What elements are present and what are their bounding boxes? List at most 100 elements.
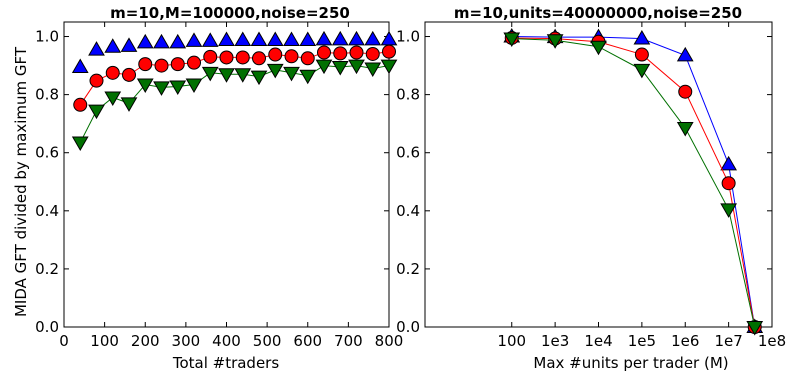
left-x-tick-label: 0 <box>59 332 69 350</box>
right-series-2-marker <box>746 321 764 336</box>
left-series-0-marker <box>266 31 284 47</box>
right-series-2-marker <box>503 32 521 48</box>
chart-left-title: m=10,M=100000,noise=250 <box>110 4 350 22</box>
left-series-1-marker <box>187 55 201 70</box>
left-series-0-marker <box>153 33 170 49</box>
left-x-tick-label: 700 <box>334 332 363 350</box>
left-series-2-marker <box>266 63 284 79</box>
right-series-1-line <box>511 37 756 328</box>
right-x-tick-label: 1e3 <box>541 332 569 350</box>
right-x-tick-label: 1e4 <box>584 332 612 350</box>
right-x-tick-label: 1e6 <box>671 332 699 350</box>
right-series-1-marker <box>634 47 649 62</box>
left-series-2-marker <box>201 66 219 82</box>
left-series-1-marker <box>122 67 136 82</box>
left-series-0-marker <box>136 33 154 49</box>
right-series-2-marker <box>676 122 694 137</box>
left-series-2-marker <box>380 59 398 75</box>
left-y-tick-label: 1.0 <box>35 28 59 46</box>
left-series-1-marker <box>382 44 396 59</box>
left-series-1-marker <box>235 50 250 65</box>
left-series-0-marker <box>380 30 398 46</box>
left-x-tick-label: 600 <box>293 332 322 350</box>
left-y-tick-label: 0.0 <box>35 318 59 336</box>
left-series-0-marker <box>185 32 203 47</box>
left-series-1-marker <box>154 58 169 73</box>
left-series-0-marker <box>201 32 219 47</box>
left-x-tick-label: 500 <box>253 332 282 350</box>
chart-right-title: m=10,units=40000000,noise=250 <box>454 4 742 22</box>
right-series-0-line <box>511 36 756 328</box>
chart-right: m=10,units=40000000,noise=250 Max #units… <box>396 4 786 372</box>
left-series-1-marker <box>349 45 364 60</box>
right-x-tick-label: 1e5 <box>628 332 656 350</box>
left-series-1-marker <box>219 50 234 65</box>
chart-right-x-axis-label: Max #units per trader (M) <box>533 354 728 372</box>
left-series-1-marker <box>268 47 283 62</box>
right-series-0-marker <box>633 30 651 45</box>
right-y-tick-label: 0.2 <box>396 260 420 278</box>
left-series-0-marker <box>234 31 252 47</box>
right-series-2-marker <box>720 203 737 218</box>
left-series-2-marker <box>315 59 333 75</box>
left-series-0-marker <box>348 30 365 46</box>
right-series-2-line <box>511 38 756 328</box>
left-series-2-marker <box>169 80 187 95</box>
left-series-2-marker <box>88 104 105 120</box>
left-series-2-marker <box>136 78 154 93</box>
left-series-1-marker <box>300 51 315 66</box>
chart-left-x-axis-label: Total #traders <box>172 354 280 372</box>
left-series-2-marker <box>348 59 365 75</box>
left-series-1-marker <box>284 49 299 64</box>
right-y-tick-label: 0.8 <box>396 86 420 104</box>
left-series-1-marker <box>365 46 380 61</box>
left-y-tick-label: 0.2 <box>35 260 59 278</box>
right-x-tick-label: 100 <box>497 332 526 350</box>
left-series-0-marker <box>88 41 105 56</box>
left-series-2-marker <box>120 97 138 112</box>
left-series-1-marker <box>317 45 331 60</box>
left-series-2-marker <box>153 81 170 96</box>
left-series-1-marker <box>203 49 218 64</box>
left-series-2-marker <box>250 70 268 86</box>
right-x-tick-label: 1e8 <box>758 332 786 350</box>
right-series-1-marker <box>721 176 736 191</box>
left-series-2-marker <box>364 62 382 77</box>
left-series-2-marker <box>185 78 203 93</box>
left-series-0-marker <box>104 38 122 53</box>
left-series-0-marker <box>364 30 382 46</box>
left-series-1-marker <box>333 46 348 61</box>
left-series-1-marker <box>89 73 104 88</box>
right-series-2-marker <box>546 34 564 49</box>
left-series-1-marker <box>105 65 120 80</box>
left-y-tick-label: 0.8 <box>35 86 59 104</box>
right-series-2-marker <box>633 63 651 79</box>
left-series-0-marker <box>331 30 349 46</box>
left-series-2-marker <box>71 136 89 152</box>
left-series-2-marker <box>299 69 317 85</box>
left-series-0-marker <box>250 31 268 47</box>
right-series-0-marker <box>676 46 694 62</box>
left-y-tick-label: 0.4 <box>35 202 59 220</box>
right-series-0-marker <box>720 155 737 171</box>
right-y-tick-label: 1.0 <box>396 28 420 46</box>
left-series-2-marker <box>104 91 122 107</box>
right-y-tick-label: 0.4 <box>396 202 420 220</box>
left-series-0-marker <box>218 31 235 47</box>
left-series-0-marker <box>71 58 89 74</box>
left-series-0-marker <box>315 30 333 46</box>
right-series-1-marker <box>678 84 693 99</box>
right-plot-frame <box>424 21 773 328</box>
right-series-2-marker <box>590 40 607 56</box>
left-series-2-marker <box>331 61 349 76</box>
left-x-tick-label: 800 <box>375 332 404 350</box>
left-series-0-marker <box>120 37 138 52</box>
left-series-1-marker <box>73 97 88 112</box>
chart-left: m=10,M=100000,noise=250 MIDA GFT divided… <box>12 4 403 372</box>
left-x-tick-label: 300 <box>172 332 201 350</box>
left-series-1-marker <box>170 57 185 72</box>
right-y-tick-label: 0.0 <box>396 318 420 336</box>
right-x-tick-label: 1e7 <box>714 332 742 350</box>
left-series-2-marker <box>218 68 235 83</box>
